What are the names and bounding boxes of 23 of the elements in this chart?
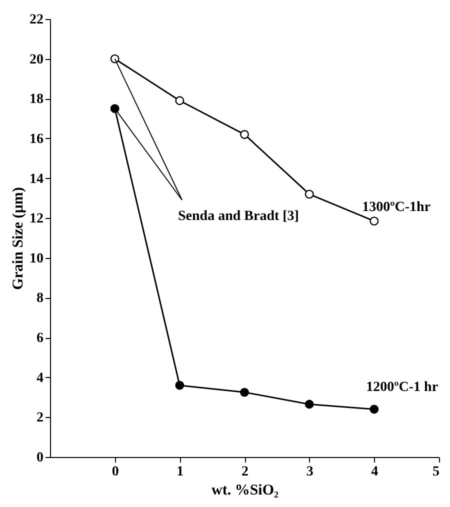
x-tick-label: 4 (371, 464, 378, 480)
y-tick-label: 20 (30, 52, 44, 68)
y-tick-label: 8 (36, 291, 44, 306)
y-tick-label: 4 (36, 370, 44, 386)
y-tick-label: 0 (36, 450, 44, 466)
x-tick-label: 1 (176, 464, 184, 480)
y-tick-label: 18 (30, 92, 44, 108)
y-tick-label: 14 (30, 172, 44, 187)
annotation: Senda and Bradt [3] (178, 209, 299, 224)
y-tick-label: 10 (30, 251, 44, 266)
series-label: 1200ºC-1 hr (366, 380, 438, 396)
series-label: 1300ºC-1hr (362, 200, 431, 216)
y-tick-label: 16 (30, 132, 44, 147)
x-tick-label: 0 (112, 464, 119, 480)
y-tick-label: 2 (36, 410, 44, 426)
y-tick-label: 12 (30, 212, 44, 227)
y-tick-label: 6 (36, 331, 44, 346)
x-tick-label: 3 (306, 464, 314, 480)
x-tick-label: 2 (242, 464, 248, 480)
x-axis-title: wt. %SiO₂ (211, 482, 279, 498)
y-tick-label: 22 (30, 12, 44, 28)
y-axis-title: Grain Size (µm) (10, 187, 26, 290)
x-tick-label: 5 (432, 464, 440, 480)
